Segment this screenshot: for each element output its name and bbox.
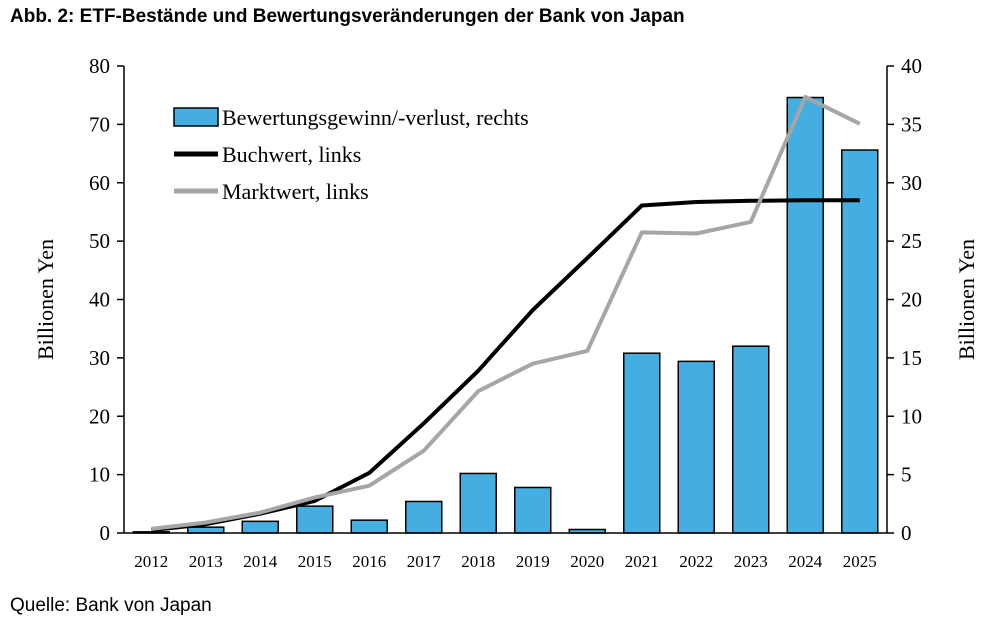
y-tick-label-left: 50 [89,229,110,253]
y-tick-label-right: 30 [901,171,922,195]
x-tick-label: 2021 [625,552,659,571]
bar-2014 [241,520,279,534]
y-tick-label-right: 0 [901,521,912,545]
x-tick-label: 2018 [461,552,495,571]
y-tick-label-right: 35 [901,112,922,136]
y-tick-label-left: 0 [100,521,111,545]
bar-2015 [296,505,334,534]
bar-2013 [187,526,225,534]
y-tick-label-left: 20 [89,404,110,428]
y-tick-label-right: 20 [901,288,922,312]
x-tick-label: 2015 [298,552,332,571]
x-tick-label: 2020 [570,552,604,571]
y-tick-label-left: 70 [89,112,110,136]
x-tick-label: 2014 [243,552,278,571]
y-axis-label-right: Billionen Yen [954,239,979,360]
x-tick-label: 2025 [843,552,877,571]
series-line-2 [151,94,861,531]
bar-2024 [786,96,824,534]
x-tick-label: 2019 [516,552,550,571]
y-tick-label-left: 10 [89,463,110,487]
bar-2019 [514,486,552,534]
legend-label: Marktwert, links [222,179,369,204]
bar-2025 [841,149,879,534]
legend: Bewertungsgewinn/-verlust, rechts Buchwer… [173,105,529,204]
y-tick-label-left: 30 [89,346,110,370]
y-tick-label-right: 25 [901,229,922,253]
bar-2016 [350,519,388,534]
chart-title: Abb. 2: ETF-Bestände und Bewertungsverän… [10,6,685,27]
y-tick-label-left: 80 [89,54,110,78]
x-tick-label: 2016 [352,552,386,571]
bars-layer [132,96,879,534]
x-tick-label: 2013 [189,552,223,571]
x-tick-label: 2022 [679,552,713,571]
bar-2018 [459,472,497,534]
x-tick-label: 2024 [788,552,823,571]
source-note: Quelle: Bank von Japan [10,595,212,616]
y-axis-label-left: Billionen Yen [33,239,58,360]
x-tick-label: 2012 [134,552,168,571]
y-tick-label-left: 60 [89,171,110,195]
bar-2022 [677,360,715,534]
legend-swatch-bar [173,107,219,127]
lines-layer [151,94,861,533]
legend-label: Buchwert, links [222,142,361,167]
bar-2023 [732,345,770,534]
y-tick-label-right: 15 [901,346,922,370]
y-tick-label-right: 5 [901,463,912,487]
bar-2021 [623,352,661,534]
x-tick-label: 2017 [407,552,442,571]
y-tick-label-right: 40 [901,54,922,78]
y-tick-label-right: 10 [901,404,922,428]
y-tick-label-left: 40 [89,288,110,312]
bar-2017 [405,500,443,534]
x-tick-label: 2023 [734,552,768,571]
legend-label: Bewertungsgewinn/-verlust, rechts [222,105,529,130]
